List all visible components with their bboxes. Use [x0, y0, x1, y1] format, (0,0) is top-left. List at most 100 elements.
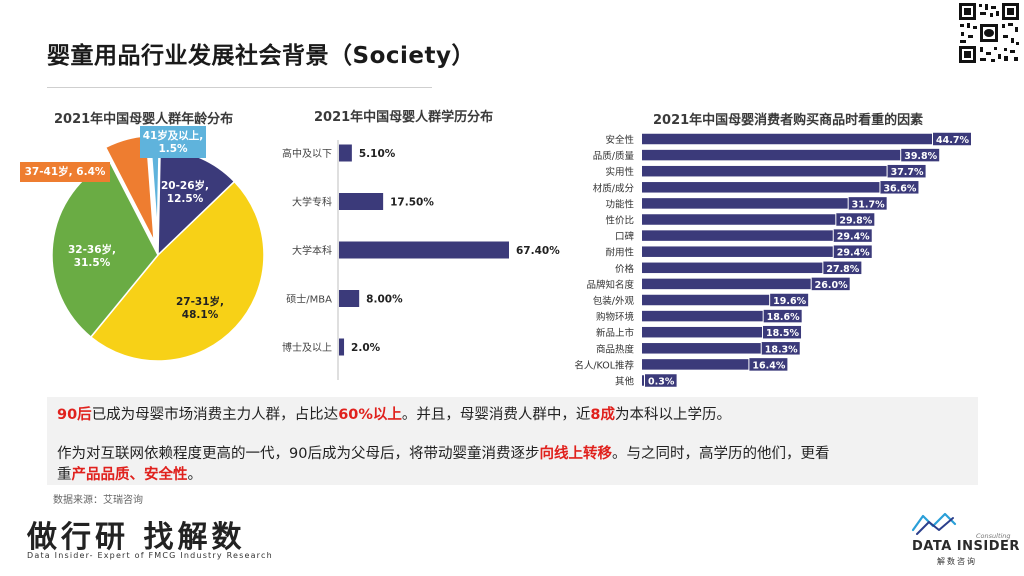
logo-consulting: Consulting — [976, 532, 1011, 540]
factor-value-label: 29.8% — [839, 216, 872, 227]
pie-slice — [89, 180, 265, 362]
age-chart-title: 2021年中国母婴人群年龄分布 — [54, 112, 234, 127]
logo-cn-name: 解数咨询 — [937, 557, 977, 566]
page-title: 婴童用品行业发展社会背景（Society） — [47, 43, 475, 69]
factor-value-label: 39.8% — [904, 151, 937, 162]
factors-chart-title: 2021年中国母婴消费者购买商品时看重的因素 — [653, 113, 924, 128]
message-text: 。并且，母婴消费人群中，近 — [401, 407, 591, 423]
factor-bar — [642, 230, 833, 241]
factor-value-label: 19.6% — [773, 296, 806, 307]
pie-slice-label: 32-36岁, — [68, 243, 116, 256]
factor-category-label: 购物环境 — [596, 311, 635, 323]
edu-bar — [339, 241, 509, 259]
message-highlight: 8成 — [590, 407, 615, 423]
edu-bar — [339, 290, 360, 307]
edu-value-label: 8.00% — [366, 294, 403, 306]
factor-value-box — [880, 181, 919, 194]
factor-value-label: 27.8% — [826, 264, 859, 275]
message-line-3: 重产品品质、安全性。 — [57, 463, 202, 484]
brand-slogan: 做行研 找解数 — [27, 520, 246, 555]
factor-value-box — [887, 164, 926, 178]
factor-value-box — [833, 245, 872, 258]
edu-value-label: 17.50% — [390, 197, 434, 209]
factor-value-label: 29.4% — [837, 232, 870, 243]
factor-category-label: 材质/成分 — [593, 182, 635, 194]
message-text: 。与之同时，高学历的他们，更看 — [611, 446, 830, 462]
factor-value-label: 18.6% — [767, 312, 800, 323]
factor-bar — [642, 294, 770, 306]
pie-slice-label: 20-26岁, — [161, 179, 209, 192]
pie-slice-value: 31.5% — [74, 257, 111, 269]
message-text: 为本科以上学历。 — [615, 407, 731, 423]
pie-slice-value: 12.5% — [167, 193, 204, 205]
factor-value-label: 36.6% — [883, 183, 916, 194]
factor-value-box — [749, 358, 788, 371]
title-underline — [47, 87, 432, 88]
pie-slice-value: 1.5% — [158, 143, 188, 155]
edu-value-box — [362, 290, 405, 307]
edu-value-box — [354, 144, 397, 162]
logo-name: DATA INSIDER — [912, 539, 1020, 554]
edu-category-label: 大学专科 — [292, 196, 332, 209]
factor-bar — [642, 214, 836, 225]
message-text: 。 — [187, 467, 203, 483]
factor-category-label: 性价比 — [605, 215, 634, 227]
pie-label-box — [20, 162, 110, 182]
factor-category-label: 实用性 — [605, 166, 634, 178]
edu-value-box — [347, 338, 383, 356]
pie-slice-label: 41岁及以上, — [143, 129, 204, 142]
factor-value-box — [770, 293, 809, 307]
factor-bar — [642, 359, 749, 370]
factor-value-box — [763, 309, 802, 323]
factor-value-box — [933, 132, 971, 146]
message-highlight: 向线上转移 — [539, 446, 612, 462]
edu-category-label: 博士及以上 — [282, 341, 332, 354]
edu-value-label: 67.40% — [516, 245, 560, 257]
edu-bar — [339, 193, 384, 210]
edu-value-label: 2.0% — [351, 342, 381, 354]
factor-value-box — [836, 213, 875, 226]
factor-category-label: 新品上市 — [596, 327, 635, 339]
source-note: 数据来源：艾瑞咨询 — [53, 495, 143, 506]
factor-bar — [642, 246, 833, 257]
edu-category-label: 大学本科 — [292, 244, 332, 257]
factor-value-box — [761, 342, 800, 355]
factor-bar — [642, 133, 932, 145]
brand-tagline: Data Insider- Expert of FMCG Industry Re… — [27, 551, 273, 560]
edu-value-box — [386, 193, 435, 210]
education-bar-chart: 高中及以下 5.10% 大学专科 17.50% 大学本科 67.40% 硕士/MBA 8.00… — [282, 140, 560, 380]
factor-value-box — [763, 325, 802, 339]
pie-slice-value: 48.1% — [182, 309, 219, 321]
factor-value-box — [823, 261, 862, 275]
message-text: 重 — [57, 467, 72, 483]
qr-code-icon — [958, 2, 1020, 64]
factor-category-label: 耐用性 — [605, 247, 634, 259]
factor-value-box — [645, 374, 677, 387]
factor-value-label: 26.0% — [815, 280, 848, 291]
message-text: 作为对互联网依赖程度更高的一代，90后成为父母后，将带动婴童消费逐步 — [57, 446, 540, 462]
factor-value-box — [901, 148, 940, 162]
factor-value-label: 16.4% — [752, 360, 785, 371]
message-highlight: 60%以上 — [338, 407, 402, 423]
factor-value-label: 0.3% — [648, 377, 675, 388]
edu-bar — [339, 144, 352, 162]
factor-value-label: 18.5% — [766, 328, 799, 339]
factor-category-label: 功能性 — [605, 198, 634, 210]
factor-bar — [642, 262, 823, 274]
message-highlight: 90后 — [57, 407, 92, 423]
factor-bar — [642, 278, 811, 290]
factor-bar — [642, 343, 761, 354]
factor-category-label: 商品热度 — [596, 343, 635, 355]
edu-category-label: 高中及以下 — [282, 147, 332, 160]
factor-value-label: 29.4% — [837, 248, 870, 259]
factor-category-label: 价格 — [615, 263, 635, 275]
factor-bar — [642, 310, 763, 322]
factor-category-label: 包装/外观 — [593, 295, 635, 307]
factor-bar — [642, 182, 880, 193]
pie-slice-label: 27-31岁, — [176, 295, 224, 308]
message-highlight: 产品品质、安全性 — [71, 467, 188, 483]
factor-category-label: 其他 — [615, 376, 635, 388]
data-insider-logo-icon — [911, 512, 957, 535]
pie-slice-label: 37-41岁, 6.4% — [25, 165, 106, 178]
factors-bar-chart: 安全性 44.7% 品质/质量 39.8% 实用性 37.7% 材质/成分 36.6% 功能性 3… — [574, 132, 971, 388]
